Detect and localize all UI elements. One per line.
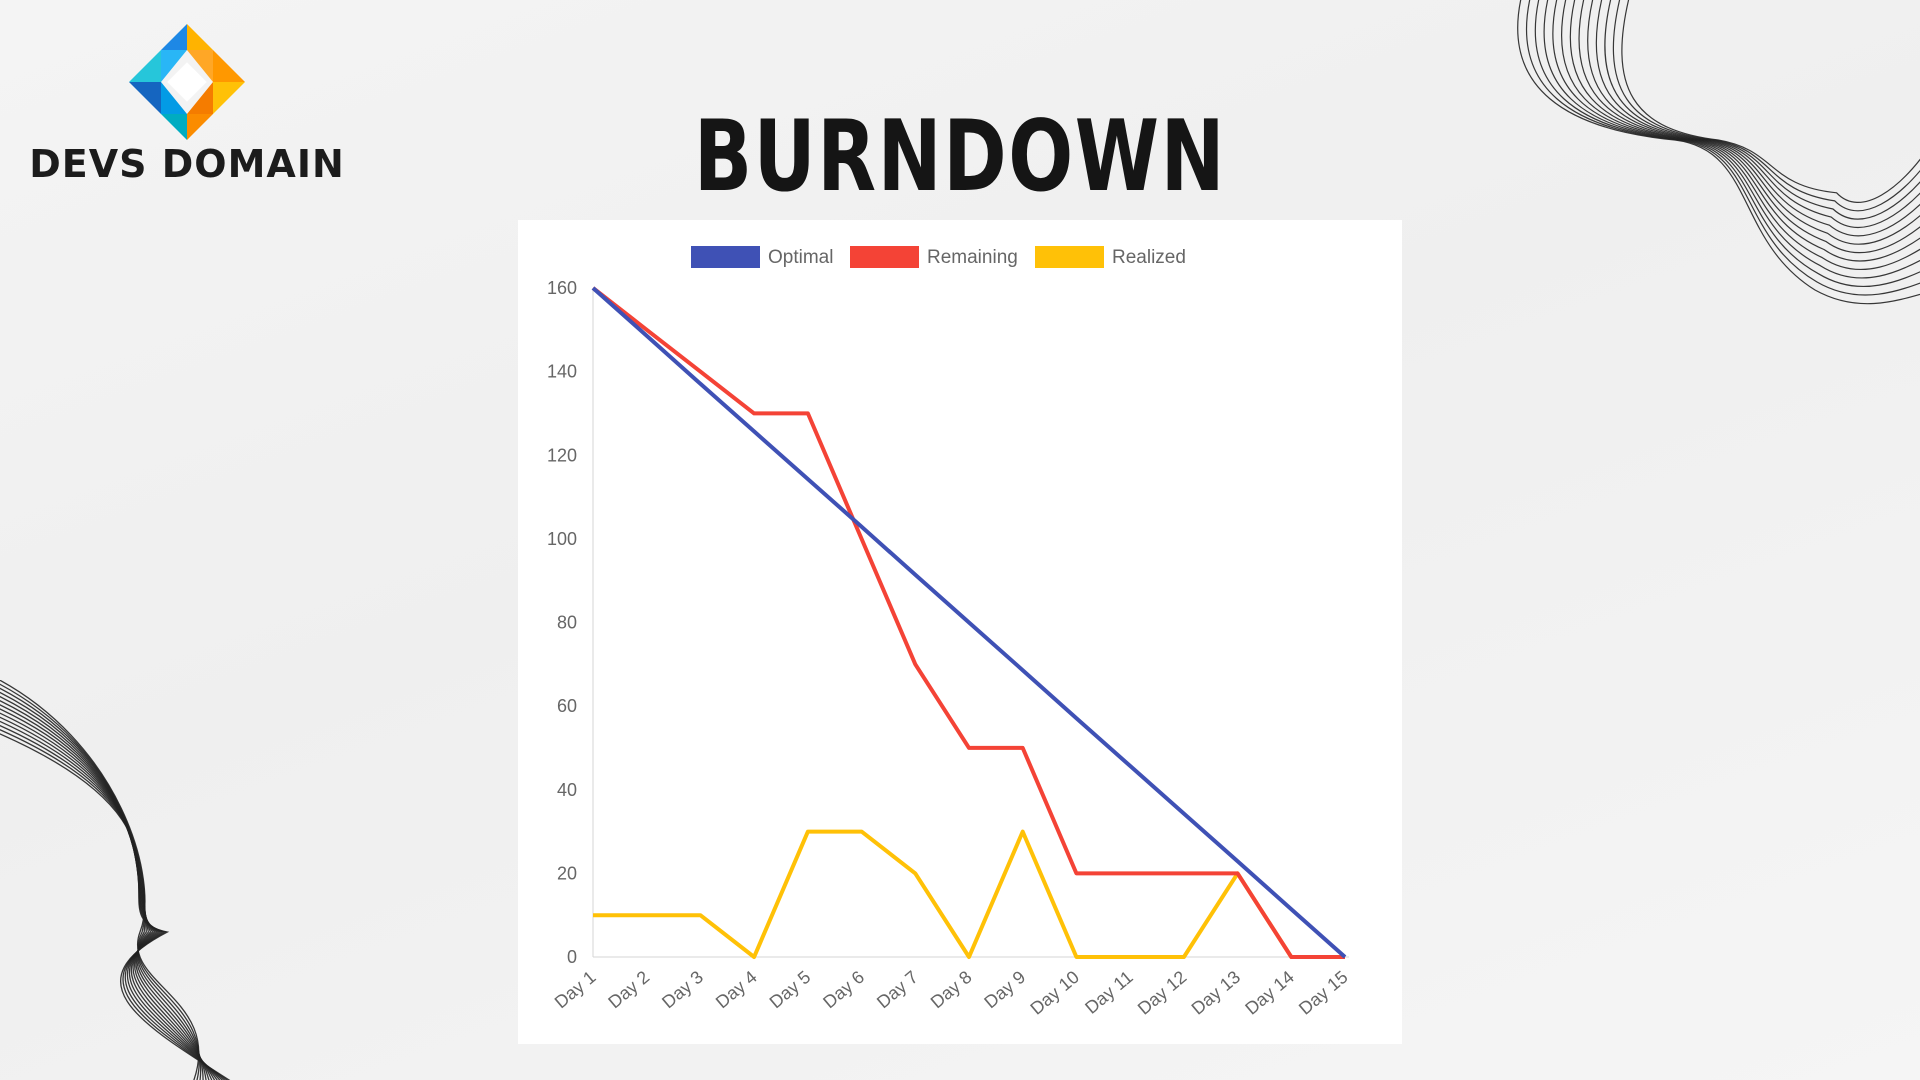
page-title: BURNDOWN xyxy=(693,100,1227,214)
x-tick-label: Day 7 xyxy=(873,967,922,1013)
contour-lines-decoration xyxy=(1517,0,1920,305)
series-line-optimal xyxy=(591,286,1347,959)
legend-label: Realized xyxy=(1112,247,1186,268)
brand: DEVS DOMAIN xyxy=(26,22,348,192)
legend-item-optimal[interactable]: Optimal xyxy=(691,246,833,268)
x-tick-label: Day 14 xyxy=(1241,967,1298,1019)
wave-lines-decoration xyxy=(0,680,231,1080)
y-tick-label: 80 xyxy=(557,613,577,633)
x-tick-label: Day 10 xyxy=(1026,967,1083,1019)
legend-swatch xyxy=(1035,246,1104,268)
chart-legend: Optimal Remaining Realized xyxy=(691,246,1186,268)
legend-label: Optimal xyxy=(768,247,833,268)
x-tick-label: Day 6 xyxy=(819,967,868,1013)
x-tick-label: Day 13 xyxy=(1188,967,1245,1019)
burndown-chart-card: 0 20 40 60 80 100 120 140 160 Day 1 Day 2 Day 3 Day … xyxy=(518,220,1402,1044)
x-tick-label: Day 5 xyxy=(766,967,815,1013)
x-tick-label: Day 1 xyxy=(551,967,600,1013)
y-tick-label: 20 xyxy=(557,863,577,883)
x-tick-label: Day 15 xyxy=(1295,967,1352,1019)
x-tick-label: Day 4 xyxy=(712,967,761,1013)
x-tick-label: Day 12 xyxy=(1134,967,1191,1019)
chart-series xyxy=(591,286,1347,959)
x-tick-label: Day 3 xyxy=(658,967,707,1013)
legend-label: Remaining xyxy=(927,247,1018,268)
series-line-realized xyxy=(593,829,1345,959)
x-tick-label: Day 11 xyxy=(1081,967,1137,1018)
diamond-logo-icon xyxy=(129,24,245,140)
y-tick-label: 40 xyxy=(557,780,577,800)
y-tick-label: 60 xyxy=(557,696,577,716)
legend-item-remaining[interactable]: Remaining xyxy=(850,246,1018,268)
x-tick-label: Day 8 xyxy=(927,967,976,1013)
y-tick-label: 140 xyxy=(547,362,577,382)
y-tick-label: 120 xyxy=(547,445,577,465)
x-tick-label: Day 2 xyxy=(604,967,653,1013)
series-line-remaining xyxy=(591,286,1345,959)
y-tick-label: 160 xyxy=(547,278,577,298)
legend-item-realized[interactable]: Realized xyxy=(1035,246,1186,268)
y-tick-label: 100 xyxy=(547,529,577,549)
y-tick-label: 0 xyxy=(567,947,577,967)
legend-swatch xyxy=(691,246,760,268)
legend-swatch xyxy=(850,246,919,268)
x-tick-label: Day 9 xyxy=(980,967,1029,1013)
brand-name: DEVS DOMAIN xyxy=(29,142,345,186)
